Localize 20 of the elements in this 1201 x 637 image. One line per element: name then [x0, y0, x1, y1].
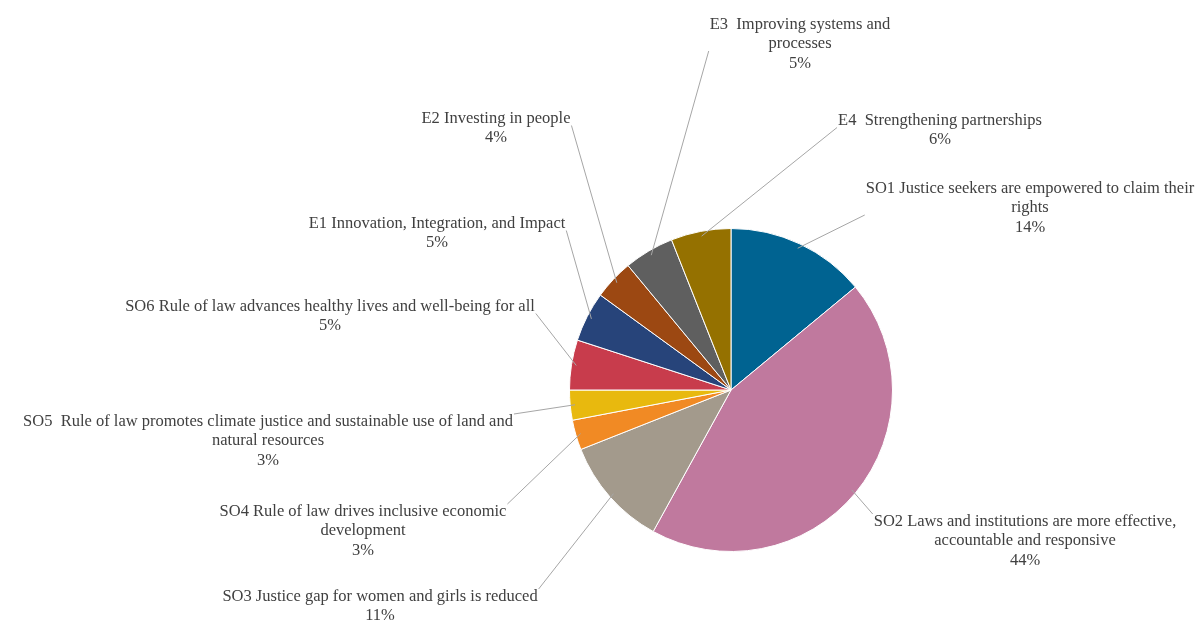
data-label: 44%	[1009, 549, 1041, 569]
slice-label: E4 Strengthening partnerships	[838, 109, 1042, 129]
data-label: 5%	[426, 232, 449, 252]
slice-label: SO5 Rule of law promotes climate justice and sustainable use of land and natural resources	[23, 410, 514, 450]
slice-label: SO4 Rule of law drives inclusive economic development	[219, 500, 507, 540]
data-label: 14%	[1014, 216, 1046, 236]
data-label: 5%	[319, 315, 342, 335]
slice-label: SO1 Justice seekers are empowered to claim their rights	[865, 177, 1195, 217]
slice-label: SO2 Laws and institutions are more effective, accountable and responsive	[873, 510, 1177, 550]
slice-label: SO3 Justice gap for women and girls is reduced	[222, 585, 539, 605]
data-label: 3%	[257, 449, 280, 469]
slice-label: E1 Innovation, Integration, and Impact	[308, 212, 566, 232]
data-label: 3%	[352, 539, 375, 559]
data-label: 4%	[485, 127, 508, 147]
data-label: 6%	[929, 129, 952, 149]
data-label: 5%	[789, 52, 812, 72]
data-label: 11%	[365, 605, 396, 625]
slice-label: E3 Improving systems and processes	[709, 13, 892, 53]
slice-label: SO6 Rule of law advances healthy lives and well-being for all	[125, 295, 536, 315]
slice-label: E2 Investing in people	[421, 107, 571, 127]
